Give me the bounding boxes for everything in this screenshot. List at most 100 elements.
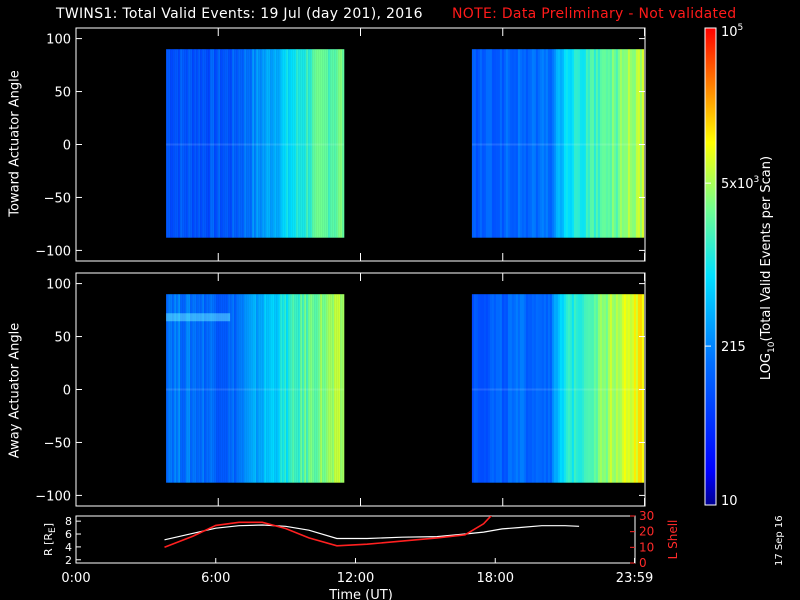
heatmap-column — [256, 294, 259, 483]
heatmap-column — [204, 49, 207, 238]
heatmap-column — [613, 294, 617, 483]
heatmap-column — [473, 49, 477, 238]
heatmap-column — [228, 294, 231, 483]
heatmap-column — [340, 294, 343, 483]
heatmap-column — [300, 49, 303, 238]
heatmap-column — [527, 49, 531, 238]
heatmap-column — [252, 294, 255, 483]
heatmap-column — [615, 49, 619, 238]
heatmap-column — [338, 294, 341, 483]
chart-title: TWINS1: Total Valid Events: 19 Jul (day … — [56, 6, 423, 22]
heatmap-column — [236, 49, 239, 238]
heatmap-column — [585, 294, 589, 483]
heatmap-column — [312, 294, 315, 483]
heatmap-column — [166, 294, 169, 483]
heatmap-column — [487, 294, 491, 483]
heatmap-column — [527, 294, 531, 483]
heatmap-column — [236, 294, 239, 483]
heatmap-column — [204, 294, 207, 483]
heatmap-column — [282, 294, 285, 483]
heatmap-column — [176, 294, 179, 483]
heatmap-column — [609, 49, 613, 238]
heatmap-column — [591, 49, 595, 238]
preliminary-note: NOTE: Data Preliminary - Not validated — [452, 6, 737, 22]
heatmap-column — [497, 294, 501, 483]
heatmap-column — [525, 49, 529, 238]
heatmap-column — [553, 49, 557, 238]
heatmap-column — [276, 294, 279, 483]
heatmap-column — [483, 49, 487, 238]
heatmap-column — [334, 49, 337, 238]
r-tick-label: 8 — [65, 515, 72, 528]
heatmap-column — [310, 294, 313, 483]
heatmap-column — [260, 294, 263, 483]
heatmap-column — [489, 294, 493, 483]
heatmap-column — [314, 49, 317, 238]
heatmap-column — [180, 294, 183, 483]
heatmap-column — [268, 294, 271, 483]
heatmap-column — [601, 294, 605, 483]
heatmap-column — [625, 294, 629, 483]
heatmap-column — [619, 294, 623, 483]
heatmap-column — [266, 49, 269, 238]
heatmap-column — [298, 49, 301, 238]
heatmap-column — [252, 49, 255, 238]
heatmap-column — [553, 294, 557, 483]
heatmap-column — [310, 49, 313, 238]
heatmap-column — [543, 294, 547, 483]
heatmap-column — [238, 49, 241, 238]
heatmap-column — [296, 294, 299, 483]
heatmap-column — [322, 49, 325, 238]
heatmap-column — [280, 294, 283, 483]
heatmap-block-toward-2 — [471, 49, 645, 238]
heatmap-column — [202, 294, 205, 483]
heatmap-column — [242, 49, 245, 238]
heatmap-column — [495, 49, 499, 238]
heatmap-column — [505, 49, 509, 238]
heatmap-column — [499, 49, 503, 238]
y-tick-label: 50 — [54, 86, 71, 101]
heatmap-column — [174, 49, 177, 238]
heatmap-column — [290, 294, 293, 483]
heatmap-column — [258, 49, 261, 238]
heatmap-column — [254, 294, 257, 483]
heatmap-zero-band — [471, 388, 643, 391]
heatmap-column — [286, 49, 289, 238]
heatmap-column — [172, 49, 175, 238]
heatmap-column — [234, 49, 237, 238]
heatmap-column — [260, 49, 263, 238]
heatmap-column — [529, 49, 533, 238]
heatmap-column — [178, 49, 181, 238]
heatmap-column — [312, 49, 315, 238]
y-axis-label-away: Away Actuator Angle — [7, 322, 23, 459]
heatmap-column — [184, 49, 187, 238]
l-shell-axis-label: L Shell — [666, 520, 680, 560]
heatmap-column — [272, 49, 275, 238]
heatmap-column — [294, 49, 297, 238]
heatmap-column — [220, 294, 223, 483]
heatmap-column — [569, 49, 573, 238]
heatmap-column — [547, 294, 551, 483]
heatmap-column — [633, 49, 637, 238]
heatmap-column — [637, 294, 641, 483]
colorbar-tick-label: 5x103 — [721, 175, 759, 192]
heatmap-column — [621, 294, 625, 483]
heatmap-column — [619, 49, 623, 238]
heatmap-column — [316, 49, 319, 238]
heatmap-column — [631, 294, 635, 483]
heatmap-column — [565, 49, 569, 238]
heatmap-column — [585, 49, 589, 238]
heatmap-column — [481, 49, 485, 238]
heatmap-column — [296, 49, 299, 238]
heatmap-column — [555, 49, 559, 238]
heatmap-column — [288, 49, 291, 238]
heatmap-column — [308, 294, 311, 483]
heatmap-column — [519, 294, 523, 483]
heatmap-column — [182, 49, 185, 238]
heatmap-column — [270, 49, 273, 238]
heatmap-column — [230, 49, 233, 238]
heatmap-column — [238, 294, 241, 483]
heatmap-column — [250, 49, 253, 238]
heatmap-column — [551, 49, 555, 238]
heatmap-column — [314, 294, 317, 483]
